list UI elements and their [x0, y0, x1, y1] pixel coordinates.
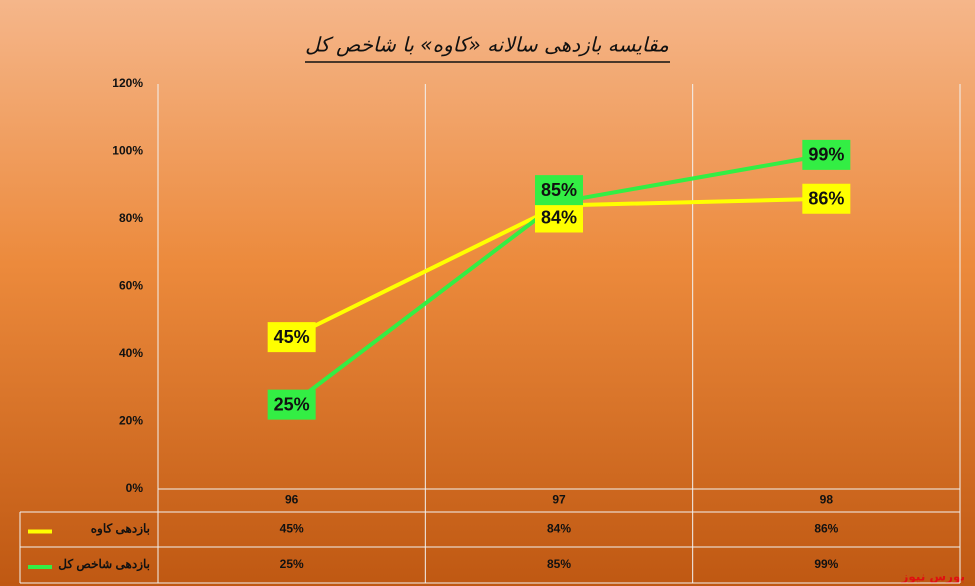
legend-label: بازدهی شاخص کل — [58, 557, 150, 572]
data-label: 86% — [808, 189, 844, 209]
data-label: 99% — [808, 145, 844, 165]
legend-label: بازدهی کاوه — [91, 522, 150, 537]
table-value: 45% — [280, 522, 304, 536]
table-value: 99% — [814, 557, 838, 571]
y-tick-label: 60% — [119, 279, 143, 293]
table-value: 86% — [814, 522, 838, 536]
data-label: 45% — [274, 327, 310, 347]
y-tick-label: 40% — [119, 346, 143, 360]
data-label-box — [267, 389, 316, 420]
y-tick-label: 120% — [112, 76, 143, 90]
data-label-box — [802, 139, 851, 170]
table-value: 84% — [547, 522, 571, 536]
data-label: 85% — [541, 180, 577, 200]
chart-title: مقایسه بازدهی سالانه «کاوه» با شاخص کل — [305, 33, 669, 57]
y-tick-label: 100% — [112, 144, 143, 158]
data-label-box — [535, 202, 583, 233]
data-label: 25% — [274, 394, 310, 414]
table-value: 25% — [280, 557, 304, 571]
y-tick-label: 0% — [126, 481, 144, 495]
data-label-box — [802, 183, 851, 214]
x-tick-label: 97 — [552, 493, 566, 507]
y-tick-label: 20% — [119, 414, 143, 428]
data-label-box — [267, 322, 316, 353]
data-label-box — [535, 175, 583, 206]
table-value: 85% — [547, 557, 571, 571]
x-tick-label: 96 — [285, 493, 299, 507]
x-tick-label: 98 — [820, 493, 834, 507]
source: بورس نیوز — [900, 570, 965, 585]
y-tick-label: 80% — [119, 211, 143, 225]
data-label: 84% — [541, 207, 577, 227]
